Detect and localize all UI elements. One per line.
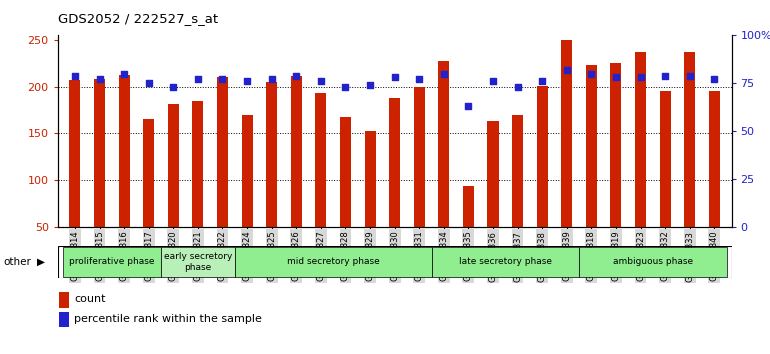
Bar — [364, 131, 376, 273]
Bar — [161, 247, 235, 277]
Point — [437, 71, 450, 76]
Point — [69, 73, 81, 78]
Point — [216, 76, 229, 82]
Text: ambiguous phase: ambiguous phase — [613, 257, 693, 267]
Bar — [235, 247, 431, 277]
Bar — [217, 78, 228, 273]
Text: GDS2052 / 222527_s_at: GDS2052 / 222527_s_at — [58, 12, 218, 25]
Bar — [487, 121, 498, 273]
Bar — [119, 75, 129, 273]
Bar — [685, 52, 695, 273]
Bar — [168, 104, 179, 273]
Bar — [463, 187, 474, 273]
Point — [118, 71, 130, 76]
Point — [585, 71, 598, 76]
Bar — [340, 116, 351, 273]
Point — [536, 79, 548, 84]
Bar — [413, 87, 425, 273]
Bar — [611, 63, 621, 273]
Bar — [389, 98, 400, 273]
Text: mid secretory phase: mid secretory phase — [286, 257, 380, 267]
Bar — [537, 86, 547, 273]
Bar — [579, 247, 727, 277]
Point — [462, 103, 474, 109]
Bar — [708, 91, 720, 273]
Text: late secretory phase: late secretory phase — [459, 257, 552, 267]
Point — [290, 73, 303, 78]
Point — [340, 84, 352, 90]
Bar — [94, 79, 105, 273]
Point — [659, 73, 671, 78]
Point — [192, 76, 204, 82]
Bar — [69, 80, 81, 273]
Text: early secretory
phase: early secretory phase — [164, 252, 232, 272]
Bar — [586, 65, 597, 273]
Point — [634, 75, 647, 80]
Bar — [291, 76, 302, 273]
Bar — [431, 247, 579, 277]
Text: proliferative phase: proliferative phase — [69, 257, 155, 267]
Bar — [438, 61, 450, 273]
Bar — [316, 93, 326, 273]
Text: other: other — [4, 257, 32, 267]
Point — [684, 73, 696, 78]
Point — [142, 80, 155, 86]
Point — [241, 79, 253, 84]
Point — [364, 82, 377, 88]
Bar — [660, 91, 671, 273]
Point — [487, 79, 499, 84]
Bar — [143, 119, 154, 273]
Text: percentile rank within the sample: percentile rank within the sample — [74, 314, 262, 324]
Point — [708, 76, 721, 82]
Bar — [192, 101, 203, 273]
Bar — [62, 247, 161, 277]
Text: count: count — [74, 294, 105, 304]
Bar — [561, 40, 572, 273]
Point — [93, 76, 105, 82]
Text: ▶: ▶ — [37, 257, 45, 267]
Point — [413, 76, 425, 82]
Point — [266, 76, 278, 82]
Bar — [635, 52, 646, 273]
Point — [167, 84, 179, 90]
Bar — [266, 82, 277, 273]
Bar — [242, 115, 253, 273]
Point — [388, 75, 400, 80]
Point — [511, 84, 524, 90]
Point — [610, 75, 622, 80]
Point — [561, 67, 573, 73]
Point — [315, 79, 327, 84]
Bar — [512, 115, 523, 273]
